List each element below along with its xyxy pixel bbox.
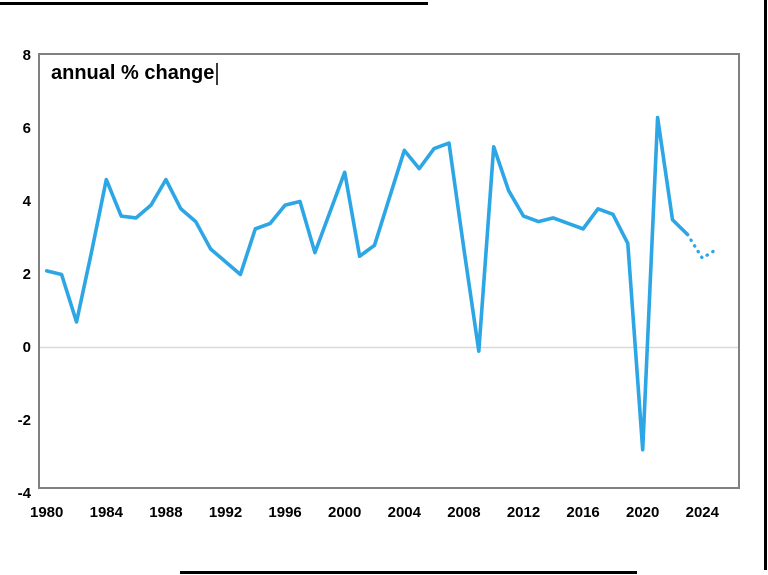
- chart-title: annual % change: [51, 62, 215, 84]
- y-tick-label: 8: [22, 46, 31, 64]
- right-rule-line: [764, 0, 767, 570]
- y-tick-label: 0: [22, 338, 31, 356]
- x-tick-label: 2016: [566, 504, 600, 521]
- series-line-forecast-dotted: [685, 232, 719, 261]
- x-tick-label: 2024: [685, 504, 719, 521]
- x-tick-label: 2012: [506, 504, 541, 521]
- bottom-rule-line: [180, 571, 637, 574]
- x-tick-label: 1992: [208, 504, 243, 521]
- top-rule-line: [0, 2, 428, 5]
- x-tick-label: 2004: [387, 504, 421, 521]
- plot-area: annual % change: [38, 53, 740, 489]
- y-tick-label: 2: [22, 265, 31, 283]
- y-tick-label: 6: [22, 119, 31, 137]
- series-line-solid: [44, 115, 690, 452]
- y-tick-label: -2: [17, 411, 31, 429]
- chart-title-row: annual % change: [51, 62, 219, 85]
- text-cursor: [216, 62, 219, 85]
- x-tick-label: 1988: [149, 504, 183, 521]
- x-tick-label: 1980: [30, 504, 64, 521]
- y-tick-label: -4: [17, 484, 31, 502]
- x-tick-label: 2000: [328, 504, 362, 521]
- x-tick-label: 1996: [268, 504, 302, 521]
- y-tick-label: 4: [22, 192, 31, 210]
- x-tick-label: 2008: [447, 504, 481, 521]
- annual-change-line-chart: [38, 53, 740, 489]
- plot-border: [38, 53, 740, 489]
- x-tick-label: 2020: [626, 504, 660, 521]
- x-tick-label: 1984: [89, 504, 123, 521]
